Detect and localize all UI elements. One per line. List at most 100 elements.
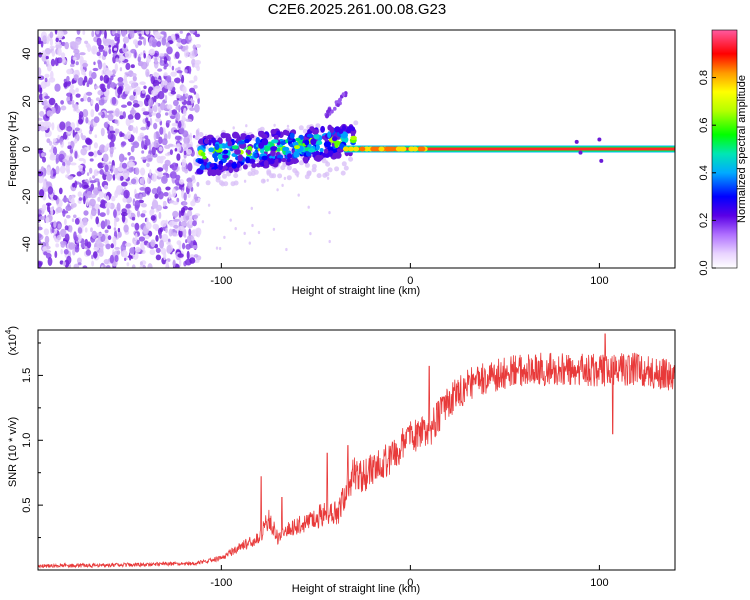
spectrogram-noise-mark	[148, 98, 154, 107]
spectrogram-noise-mark	[119, 175, 124, 181]
spectrogram-noise-mark	[93, 61, 96, 66]
snr-panel: -100 0 100 0.5 1.0 1.5 Height of straight lin…	[4, 326, 676, 595]
spectrogram-band-mark	[305, 151, 312, 157]
spectrogram-noise-mark	[83, 210, 89, 216]
spectrogram-noise-mark	[66, 68, 73, 75]
spectrogram-noise-mark	[177, 120, 182, 129]
spectrogram-ytick-label: 20	[21, 95, 33, 107]
spectrogram-noise-mark	[59, 121, 66, 131]
spectrogram-noise-mark	[135, 125, 138, 134]
carrier-hot-mark	[412, 146, 419, 152]
spectrogram-noise-mark	[181, 143, 187, 148]
spectrogram-band-mark	[312, 129, 319, 135]
spectrogram-noise-mark	[104, 145, 108, 153]
spectrogram-noise-mark	[180, 221, 187, 227]
spectrogram-noise-mark	[47, 257, 53, 266]
spectrogram-band-mark	[225, 162, 233, 167]
spectrogram-noise-mark	[90, 208, 97, 217]
spectrogram-noise-mark	[123, 43, 126, 49]
spectrogram-noise-mark	[181, 96, 187, 100]
spectrogram-noise-mark	[74, 218, 80, 225]
spectrogram-noise-mark	[121, 104, 127, 108]
spectrogram-noise-mark	[141, 140, 145, 150]
spectrogram-noise-mark	[95, 239, 102, 249]
spectrogram-noise-mark	[156, 204, 163, 211]
spectrogram-noise-mark	[149, 169, 152, 176]
spectrogram-ytick-label: -40	[21, 236, 33, 252]
spectrogram-noise-mark	[186, 235, 192, 244]
spectrogram-noise-mark	[160, 31, 167, 35]
spectrogram-noise-mark	[63, 249, 69, 255]
spectrogram-noise-mark	[54, 83, 61, 92]
spectrogram-noise-mark	[105, 202, 112, 209]
colorbar-gradient	[711, 29, 738, 269]
spectrogram-noise-mark	[179, 30, 183, 34]
spectrogram-noise-mark	[46, 59, 50, 65]
spectrogram-haze-mark	[277, 173, 283, 179]
spectrogram-faint-mark	[206, 146, 209, 150]
spectrogram-noise-mark	[184, 169, 189, 174]
spectrogram-noise-mark	[161, 37, 167, 46]
snr-scale-label: (x104)	[4, 326, 19, 356]
spectrogram-noise-mark	[134, 193, 141, 199]
spectrogram-band-mark	[232, 131, 240, 139]
spectrogram-noise-mark	[133, 240, 137, 246]
spectrogram-noise-mark	[130, 48, 137, 54]
spectrogram-haze-mark	[205, 180, 211, 186]
spectrogram-noise-mark	[128, 161, 135, 168]
spectrogram-noise-mark	[110, 243, 115, 249]
spectrogram-band-mark	[209, 163, 215, 168]
spectrogram-band-mark	[282, 146, 290, 152]
carrier-hot-mark	[378, 146, 385, 152]
spectrogram-noise-mark	[56, 235, 62, 241]
spectrogram-noise-mark	[76, 133, 79, 139]
spectrogram-noise-mark	[117, 36, 120, 44]
spectrogram-faint-mark	[307, 205, 310, 209]
spectrogram-band-mark	[214, 155, 218, 163]
spectrogram-noise-mark	[143, 37, 147, 46]
spectrogram-band-mark	[315, 140, 323, 146]
spectrogram-noise-mark	[131, 73, 137, 77]
spectrogram-noise-mark	[137, 56, 141, 63]
spectrogram-noise-mark	[139, 261, 143, 266]
spectrogram-noise-mark	[105, 195, 110, 202]
spectrogram-noise-mark	[81, 69, 86, 76]
spectrogram-noise-mark	[121, 213, 126, 223]
spectrogram-noise-mark	[72, 248, 76, 256]
spectrogram-noise-mark	[125, 62, 131, 70]
spectrogram-noise-mark	[98, 162, 103, 167]
spectrogram-faint-mark	[215, 246, 219, 250]
spectrogram-noise-mark	[54, 57, 59, 67]
spectrogram-faint-mark	[250, 206, 253, 210]
spectrogram-noise-mark	[57, 30, 64, 38]
spectrogram-noise-mark	[124, 157, 127, 161]
spectrogram-noise-mark	[141, 176, 145, 186]
spectrogram-noise-mark	[42, 35, 47, 43]
spectrogram-noise-mark	[84, 227, 88, 233]
spectrogram-noise-mark	[106, 84, 111, 90]
spectrogram-noise-mark	[65, 205, 72, 211]
spectrogram-noise-mark	[158, 146, 163, 152]
spectrogram-noise-mark	[171, 188, 177, 198]
spectrogram-noise-mark	[99, 245, 104, 254]
spectrogram-noise-mark	[113, 239, 117, 248]
spectrogram-noise-mark	[172, 210, 179, 218]
spectrogram-noise-mark	[104, 218, 108, 227]
spectrogram-noise-mark	[126, 131, 131, 140]
spectrogram-band-mark	[231, 145, 239, 150]
spectrogram-band-mark	[319, 148, 324, 153]
spectrogram-noise-mark	[168, 109, 172, 117]
spectrogram-haze-mark	[298, 125, 304, 131]
spectrogram-noise-mark	[140, 246, 146, 251]
spectrogram-noise-mark	[175, 112, 181, 122]
spectrogram-noise-mark	[106, 207, 110, 216]
spectrogram-noise-mark	[155, 254, 162, 261]
spectrogram-noise-mark	[140, 213, 146, 218]
spectrogram-noise-mark	[168, 191, 171, 200]
spectrogram-noise-mark	[103, 74, 110, 84]
spectrogram-noise-mark	[80, 170, 85, 174]
spectrogram-noise-mark	[92, 67, 99, 72]
spectrogram-noise-mark	[95, 216, 99, 225]
spectrogram-noise-mark	[70, 162, 77, 166]
spectrogram-noise-mark	[126, 101, 132, 106]
